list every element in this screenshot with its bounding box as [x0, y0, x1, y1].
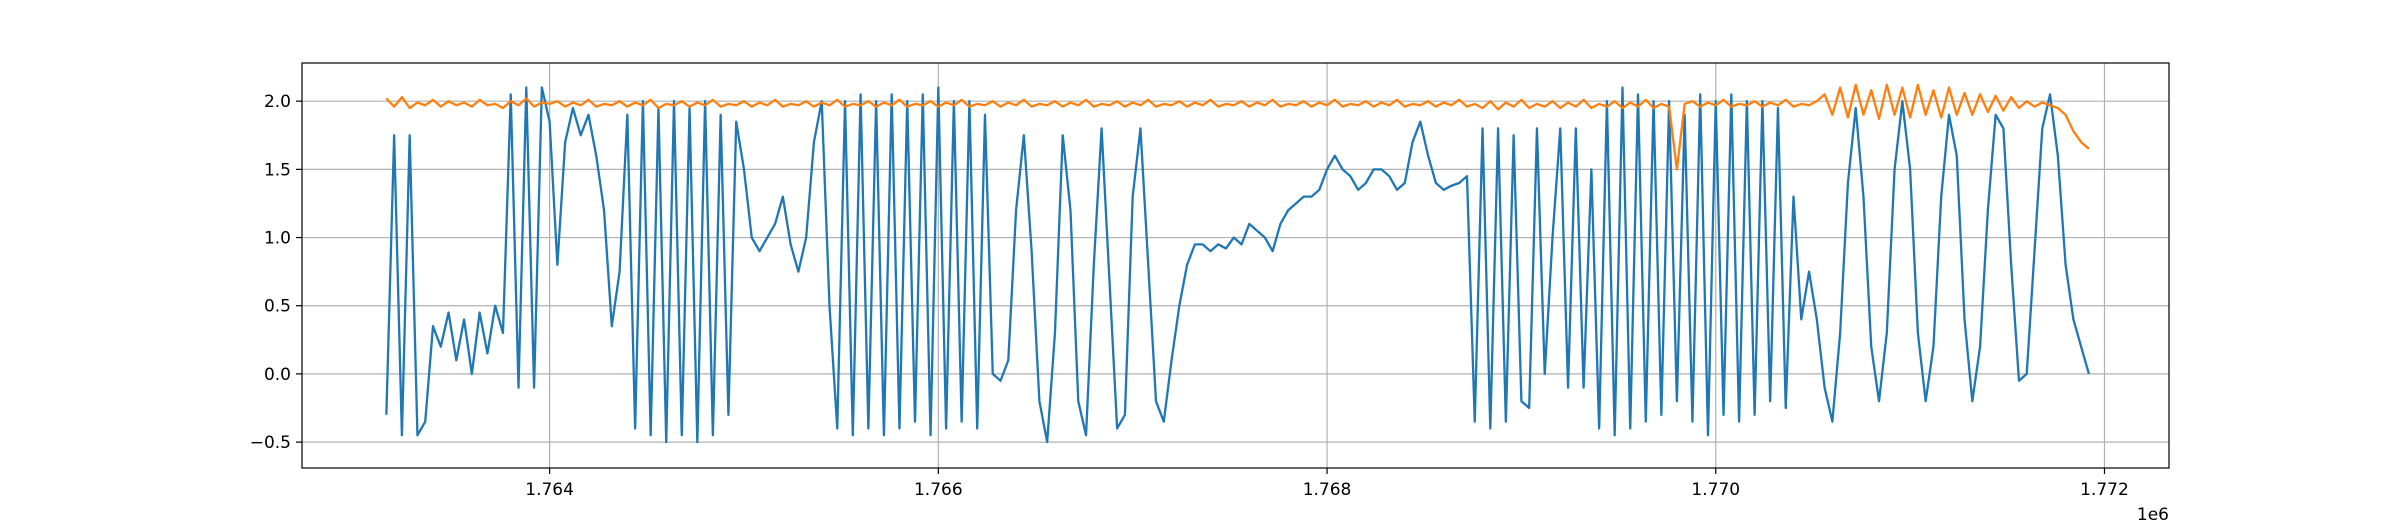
y-tick-label: 2.0 — [264, 92, 291, 112]
data-line — [385, 86, 2091, 444]
x-tick-label: 1.772 — [2080, 480, 2129, 500]
x-offset-label: 1e6 — [2137, 505, 2169, 525]
y-tick-label: 1.5 — [264, 160, 291, 180]
x-tick-label: 1.768 — [1303, 480, 1352, 500]
y-tick-label: 0.5 — [264, 297, 291, 317]
data-line — [385, 83, 2090, 171]
x-tick-label: 1.770 — [1691, 480, 1740, 500]
plot-frame — [301, 62, 2170, 469]
y-tick-label: −0.5 — [250, 433, 291, 453]
y-tick-label: 0.0 — [264, 365, 291, 385]
y-tick-label: 1.0 — [264, 229, 291, 249]
x-tick-label: 1.764 — [525, 480, 574, 500]
x-tick-label: 1.766 — [914, 480, 963, 500]
